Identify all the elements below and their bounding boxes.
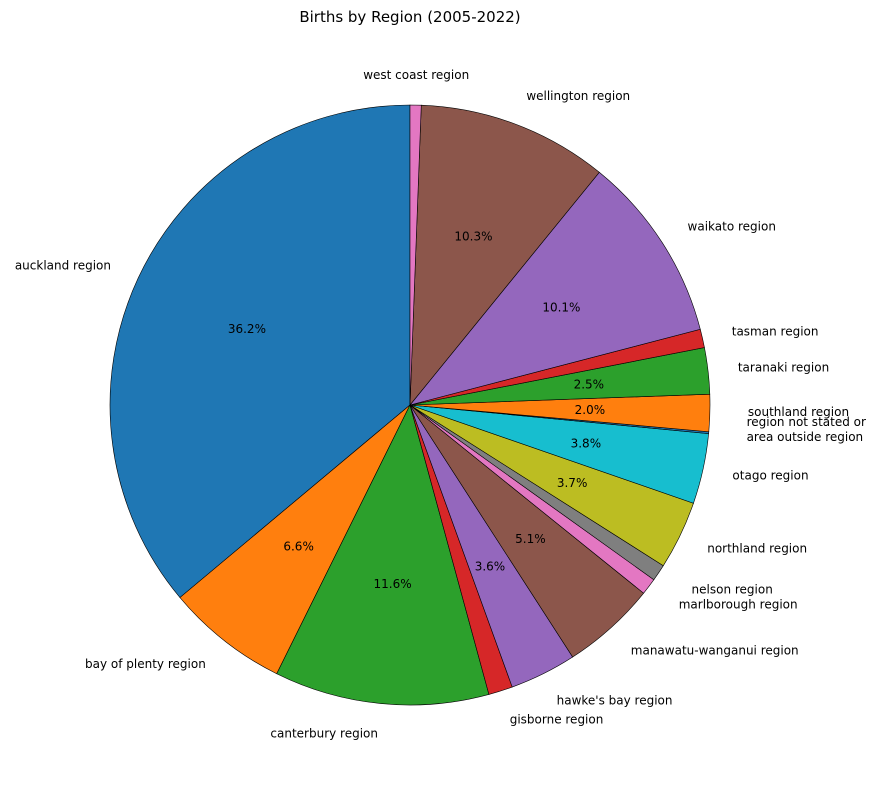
slice-percent-label: 10.3%: [454, 230, 492, 244]
slice-label: hawke's bay region: [557, 694, 673, 708]
pie-slice-canterbury-region: [276, 404, 490, 706]
slice-label: region not stated or area outside region: [747, 415, 866, 444]
pie-slice-wellington-region: [409, 104, 600, 406]
slice-label: canterbury region: [270, 726, 378, 740]
pie-slice-bay-of-plenty-region: [179, 404, 411, 675]
slice-percent-label: 2.5%: [574, 377, 605, 391]
slice-label: bay of plenty region: [85, 657, 206, 671]
chart-title: Births by Region (2005-2022): [299, 8, 520, 26]
slice-label: west coast region: [363, 68, 469, 82]
slice-percent-label: 11.6%: [373, 577, 411, 591]
slice-label: marlborough region: [679, 598, 798, 612]
slice-percent-label: 10.1%: [542, 301, 580, 315]
slice-percent-label: 6.6%: [283, 539, 314, 553]
slice-label: tasman region: [732, 325, 819, 339]
slice-label: nelson region: [692, 583, 773, 597]
pie-slice-waikato-region: [409, 171, 701, 406]
slice-percent-label: 3.8%: [571, 436, 602, 450]
slice-label: wellington region: [526, 89, 630, 103]
slice-label: auckland region: [15, 258, 111, 272]
slice-percent-label: 3.6%: [475, 559, 506, 573]
slice-label: northland region: [707, 541, 807, 555]
slice-percent-label: 3.7%: [557, 476, 588, 490]
slice-percent-label: 36.2%: [228, 322, 266, 336]
slice-label: waikato region: [688, 219, 776, 233]
slice-percent-label: 5.1%: [515, 532, 546, 546]
slice-percent-label: 2.0%: [575, 403, 606, 417]
slice-label: gisborne region: [510, 713, 604, 727]
pie-slice-west-coast-region: [409, 104, 422, 406]
pie-labels: auckland region 36.2% bay of plenty region…: [15, 68, 866, 740]
slice-label: manawatu-wanganui region: [631, 643, 799, 657]
slice-label: otago region: [732, 468, 808, 482]
slice-label: taranaki region: [738, 360, 829, 374]
pie-slice-auckland-region: [109, 104, 411, 598]
pie-slices: [109, 104, 711, 706]
slice-label: southland region: [748, 405, 849, 419]
